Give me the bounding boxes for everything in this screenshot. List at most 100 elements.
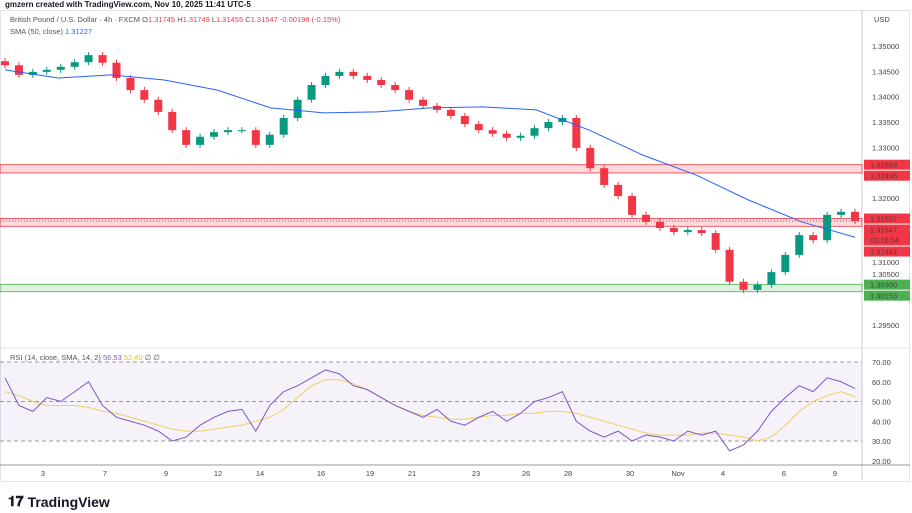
low-label: L [211,15,217,24]
candle [112,62,121,78]
rsi-tick: 50.00 [872,398,891,407]
zone-price-tag [864,159,910,170]
time-tick: 14 [256,469,264,478]
time-tick: 12 [214,469,222,478]
close-label: C [245,15,251,24]
time-tick: 4 [721,469,725,478]
symbol-label: British Pound / U.S. Dollar · 4h · FXCM [10,15,141,24]
sma-label: SMA (50, close) [10,27,63,36]
candle [572,117,581,148]
candle [781,254,790,273]
time-tick: 16 [317,469,325,478]
candle [279,117,288,135]
logo-text: TradingView [27,493,110,510]
zone-price-label: 1.32496 [870,172,897,181]
candle [223,130,232,133]
candle [767,272,776,285]
candle [669,228,678,233]
candle [391,85,400,91]
candle [628,196,637,215]
rsi-tick: 60.00 [872,378,891,387]
candle [140,90,149,100]
candle [683,230,692,233]
currency-label: USD [874,15,890,24]
candle [182,130,191,145]
credit-text: gmzern created with TradingView.com, Nov… [5,0,251,9]
time-tick: 3 [41,469,45,478]
time-tick: 19 [366,469,374,478]
tradingview-logo: 𝟏𝟕 TradingView [8,493,110,510]
zone-price-label: 1.31444 [870,248,897,257]
time-tick: 23 [472,469,480,478]
candle [14,65,23,75]
candle [237,130,246,132]
rsi-sma-line [4,379,856,442]
time-tick: 21 [408,469,416,478]
candle [70,62,79,67]
candle [307,85,316,100]
time-tick: 30 [626,469,634,478]
candle [823,214,832,241]
candle [265,134,274,145]
candle [474,124,483,131]
time-tick: 9 [833,469,837,478]
chart-frame [0,10,910,482]
low-value: 1.31455 [216,15,244,24]
time-tick: Nov [671,469,685,478]
candle [655,221,664,229]
candle [419,99,428,106]
candle [251,130,260,145]
zone-price-tag [864,246,910,257]
rsi-value: 56.53 [102,353,122,362]
zone-price-label: 1.30153 [870,292,897,301]
rsi-legend: RSI (14, close, SMA, 14, 2) 56.53 52.40 … [10,353,160,362]
candle [210,132,219,137]
candle [837,211,846,215]
chart-legend: British Pound / U.S. Dollar · 4h · FXCM … [10,15,340,39]
open-value: 1.31745 [147,15,176,24]
candle [795,235,804,255]
rsi-label: RSI (14, close, SMA, 14, 2) [10,353,101,362]
rsi-tick: 40.00 [872,417,891,426]
close-value: 1.31547 [250,15,278,24]
support-zone [0,283,863,293]
candle [697,230,706,234]
candle [363,75,372,80]
candle [641,214,650,222]
candle [600,168,609,185]
candle [725,249,734,282]
rsi-sma-value: 52.40 [123,353,143,362]
price-tick: 1.32000 [872,194,899,203]
high-label: H [177,15,183,24]
candle [586,147,595,169]
open-label: O [142,15,148,24]
candle [349,71,358,76]
price-tick: 1.33000 [872,143,899,152]
rsi-tick: 20.00 [872,457,891,466]
zone-price-tag [864,290,910,301]
candle [1,61,9,66]
candle [377,79,386,86]
candle [739,281,748,290]
candle [154,99,163,112]
candle [98,55,107,63]
last-price-tag [864,224,910,246]
last-price-label: 1.31547 [870,226,897,235]
sma-value: 1.31227 [65,27,93,36]
candle [405,90,414,100]
candle [42,69,51,72]
candle [460,115,469,125]
resistance-zone [0,164,863,174]
candle [28,71,37,75]
zone-price-tag [864,279,910,290]
rsi-tick: 30.00 [872,437,891,446]
price-tick: 1.33500 [872,118,899,127]
price-chart[interactable]: USD 1.35000 1.34500 1.34000 1.33500 1.33000 1.… [0,0,912,490]
candle [530,128,539,136]
sma-line [4,69,856,238]
high-value: 1.31749 [182,15,210,24]
candle [753,284,762,290]
candle [711,233,720,250]
zone-price-label: 1.32659 [870,161,897,170]
tv-logo-icon: 𝟏𝟕 [8,493,24,509]
